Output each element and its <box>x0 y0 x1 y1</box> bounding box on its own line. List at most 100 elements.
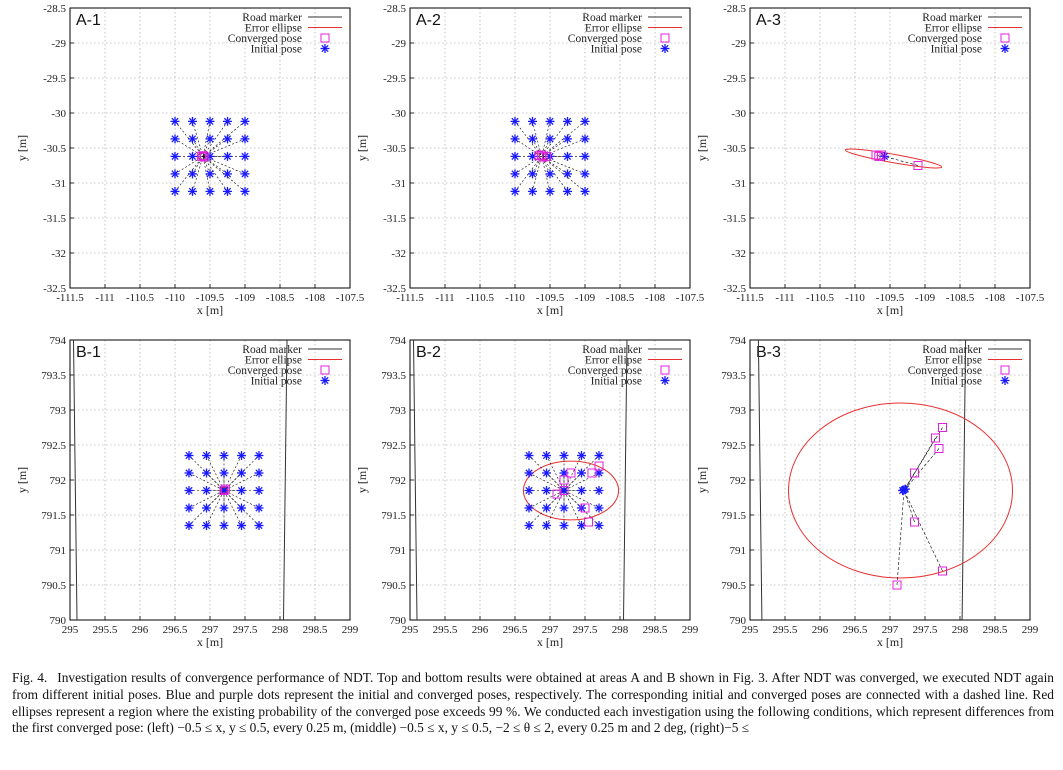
initial-pose-point <box>510 134 520 144</box>
initial-pose-point <box>219 521 229 530</box>
x-tick-label: -109 <box>575 292 596 304</box>
legend-label: Converged pose <box>228 33 302 45</box>
road-marker-line <box>413 339 418 621</box>
panel-label: A-3 <box>756 12 781 29</box>
legend-label: Error ellipse <box>585 355 642 367</box>
converged-pose-point <box>587 468 597 478</box>
legend-label: Converged pose <box>228 365 302 377</box>
initial-pose-point <box>510 169 520 179</box>
connection-line <box>188 472 225 491</box>
y-tick-label: -29 <box>731 38 746 50</box>
initial-pose-point <box>184 468 194 478</box>
initial-pose-point <box>580 116 590 126</box>
legend-label: Initial pose <box>251 44 302 56</box>
initial-pose-point <box>202 468 211 478</box>
x-tick-label: 298.5 <box>303 624 328 636</box>
connection-line <box>563 455 582 491</box>
y-tick-label: -31 <box>51 178 66 190</box>
initial-pose-point <box>202 521 211 530</box>
initial-pose-point <box>219 486 229 495</box>
x-tick-label: -110.5 <box>126 292 155 304</box>
y-tick-label: 794 <box>730 335 747 347</box>
connection-line <box>541 156 568 192</box>
initial-pose-point <box>542 486 551 495</box>
y-tick-label: 793 <box>50 405 67 417</box>
initial-pose-point <box>524 468 534 478</box>
initial-pose-point <box>594 486 604 495</box>
x-tick-label: 295.5 <box>433 624 458 636</box>
y-axis-label: y [m] <box>355 135 369 161</box>
legend-converged-pose <box>1000 365 1010 375</box>
y-tick-label: -28.5 <box>723 3 746 15</box>
initial-pose-point <box>237 521 246 530</box>
initial-pose-point <box>254 451 264 460</box>
y-tick-label: 790 <box>390 615 407 627</box>
plot-a-1: -111.5 -111 -110.5 -110 -109.5 -109 -108.5 -108… <box>15 3 365 317</box>
initial-pose-point <box>202 503 211 513</box>
initial-pose-point <box>563 134 572 144</box>
initial-pose-point <box>545 186 555 196</box>
legend-initial-pose <box>1000 44 1010 53</box>
connection-line <box>541 138 568 157</box>
converged-pose-point <box>584 517 593 527</box>
initial-pose-point <box>559 503 569 513</box>
road-marker-line <box>757 339 763 621</box>
initial-pose-point <box>170 116 180 126</box>
x-tick-label: 295.5 <box>773 624 798 636</box>
converged-pose-point <box>892 580 902 590</box>
initial-pose-point <box>559 486 569 495</box>
initial-pose-point <box>563 169 572 179</box>
road-marker-line <box>961 339 967 621</box>
initial-pose-point <box>237 468 246 478</box>
converged-pose-point <box>219 486 229 495</box>
x-tick-label: 296.5 <box>503 624 528 636</box>
x-tick-label: -108 <box>645 292 666 304</box>
initial-pose-point <box>563 151 572 161</box>
legend-label: Converged pose <box>908 33 982 45</box>
y-tick-label: 793 <box>730 405 747 417</box>
y-tick-label: -30.5 <box>723 143 746 155</box>
initial-pose-point <box>240 134 250 144</box>
initial-pose-point <box>202 451 211 460</box>
figure-panels: -111.5 -111 -110.5 -110 -109.5 -109 -108.5 -108… <box>15 3 1045 649</box>
connection-line <box>202 121 228 157</box>
road-marker-line <box>623 339 628 621</box>
legend-label: Initial pose <box>251 376 302 388</box>
connection-line <box>903 490 915 523</box>
y-tick-label: -28.5 <box>383 3 406 15</box>
initial-pose-point <box>223 186 232 196</box>
legend-initial-pose <box>660 44 670 53</box>
x-tick-label: 295 <box>402 624 419 636</box>
initial-pose-point <box>170 151 180 161</box>
converged-pose-point <box>871 150 881 160</box>
panel-label: A-1 <box>76 12 101 29</box>
x-axis-label: x [m] <box>877 635 903 649</box>
y-tick-label: 793.5 <box>381 370 406 382</box>
plot-b-2: 295 295.5 296 296.5 297 297.5 298 298.5 299 790 79… <box>355 335 699 649</box>
initial-pose-point <box>545 169 555 179</box>
x-tick-label: -108.5 <box>266 292 295 304</box>
initial-pose-point <box>510 151 520 161</box>
initial-pose-point <box>170 134 180 144</box>
y-tick-label: -32 <box>391 248 406 260</box>
connection-line <box>202 156 246 192</box>
legend-converged-pose <box>660 33 670 43</box>
x-axis-label: x [m] <box>877 303 903 317</box>
legend-label: Error ellipse <box>925 355 982 367</box>
converged-pose-point <box>542 151 551 161</box>
x-tick-label: -108 <box>305 292 326 304</box>
x-tick-label: -107.5 <box>1016 292 1045 304</box>
connection-line <box>188 490 225 509</box>
y-tick-label: 790 <box>730 615 747 627</box>
error-ellipse <box>844 148 943 169</box>
figure-caption: Fig. 4. Investigation results of converg… <box>12 670 1054 737</box>
y-tick-label: -29 <box>51 38 66 50</box>
connection-line <box>896 490 905 586</box>
initial-pose-point <box>205 186 215 196</box>
y-tick-label: -29.5 <box>723 73 746 85</box>
initial-pose-point <box>524 486 534 495</box>
legend-label: Error ellipse <box>925 23 982 35</box>
connection-line <box>903 490 943 572</box>
initial-pose-point <box>542 503 551 513</box>
x-tick-label: -107.5 <box>336 292 365 304</box>
